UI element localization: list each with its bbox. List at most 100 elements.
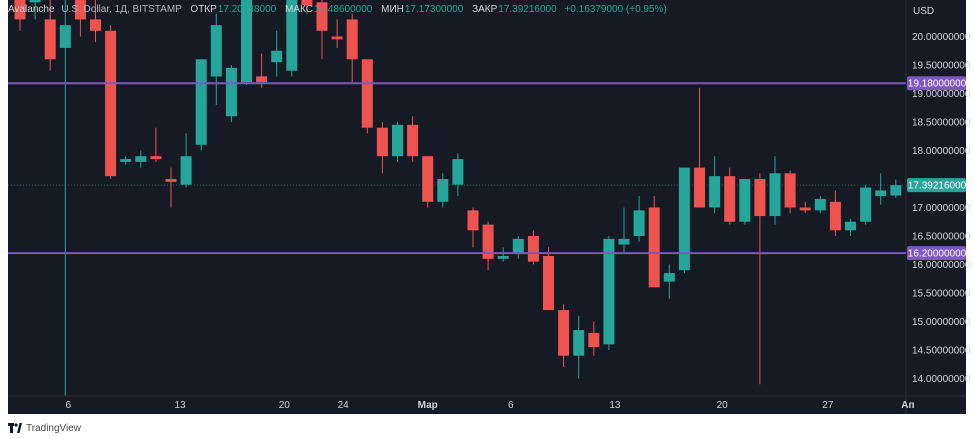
candle-body [437,179,449,202]
candle-body [286,0,298,71]
candles-group [8,0,906,396]
candle-body [150,156,162,160]
candle-body [573,330,585,356]
candle-body [407,124,419,157]
low-value: 17.17300000 [404,4,464,15]
time-tick-label: 6 [508,400,514,411]
open-value: 17.20948000 [217,4,277,15]
candle-body [497,255,509,259]
candle-body [210,25,222,77]
candle-body [120,159,132,162]
candle-body [271,50,283,63]
candle-body [392,124,403,157]
candle-body [799,207,811,211]
level-price-badge [907,246,966,261]
candle-body [739,179,751,222]
candle-body [376,127,388,157]
time-tick-label: 6 [66,400,72,411]
candle-body [845,221,856,231]
candle-body [724,176,736,222]
candle-body [105,30,117,177]
candle-body [59,25,71,48]
brand-name: TradingView [26,422,82,434]
high-value: 17.48600000 [313,4,373,15]
change-value: +0.16379000 (+0.95%) [564,4,667,15]
chart-area[interactable] [8,0,966,414]
price-axis-currency: USD [913,6,934,17]
candle-body [482,224,494,259]
candle-body [331,36,343,40]
candle-body [769,173,781,217]
price-tick-label: 18.50000000 [912,118,971,129]
candle-body [361,59,373,128]
candle-body [346,19,358,60]
candle-body [588,332,600,348]
candle-body [135,156,147,162]
candle-body [44,19,56,60]
level-price-text: 19.18000000 [908,79,967,90]
high-label: МАКС [285,4,313,15]
time-tick-label: 13 [609,400,621,411]
candle-body [422,156,434,202]
candle-body [14,0,26,20]
price-tick-label: 17.00000000 [912,203,971,214]
candle-body [814,198,826,211]
candle-body [467,210,479,231]
footer: TradingView [8,418,81,438]
candle-body [543,255,554,311]
price-tick-label: 19.00000000 [912,89,971,100]
candle-body [694,167,705,208]
candle-body [195,59,207,145]
candle-body [829,201,841,231]
candle-body [648,207,660,288]
candle-body [754,179,766,217]
candle-body [860,187,872,222]
price-tick-label: 16.00000000 [912,260,971,271]
price-tick-label: 15.00000000 [912,317,971,328]
price-tick-label: 14.50000000 [912,346,971,357]
candle-body [890,185,902,196]
price-tick-label: 15.50000000 [912,289,971,300]
last-price-text: 17.39216000 [908,181,967,192]
candlestick-chart[interactable]: 19.18000000 16.20000000 14.00000000 14.5000… [0,0,974,418]
level-price-text: 16.20000000 [908,249,967,260]
low-label: МИН [381,4,404,15]
tradingview-logo-icon [8,423,22,433]
chart-legend: Avalanche U.S. Dollar, 1Д, BITSTAMP ОТКР… [8,4,667,15]
candle-body [241,0,252,83]
candle-body [663,273,675,282]
open-label: ОТКР [190,4,217,15]
level-price-badge [907,76,966,91]
candle-body [875,190,887,197]
candle-body [784,173,796,208]
candle-body [618,238,630,245]
pair-info: U.S. Dollar, 1Д, BITSTAMP [61,4,182,15]
candle-body [74,0,86,20]
price-tick-label: 19.50000000 [912,61,971,72]
candle-body [225,67,237,117]
candle-body [452,159,464,185]
candle-body [603,238,615,345]
candle-body [678,167,690,271]
time-tick-label: 20 [717,400,729,411]
symbol-name: Avalanche [8,4,55,15]
candle-body [527,236,539,262]
candle-body [558,310,570,356]
time-tick-label: 24 [338,400,350,411]
candle-body [316,2,328,31]
candle-body [180,156,192,185]
candle-body [256,76,268,83]
time-tick-label: Ап [901,400,914,411]
close-value: 17.39216000 [498,4,557,15]
time-tick-label: Мар [418,400,438,411]
last-price-badge [907,178,966,193]
candle-body [301,0,313,6]
price-tick-label: 16.50000000 [912,232,971,243]
candle-body [165,179,177,182]
candle-body [90,19,101,31]
candle-body [512,238,524,254]
price-tick-label: 20.00000000 [912,32,971,43]
time-tick-label: 13 [174,400,186,411]
time-tick-label: 20 [279,400,291,411]
candle-body [633,210,645,236]
